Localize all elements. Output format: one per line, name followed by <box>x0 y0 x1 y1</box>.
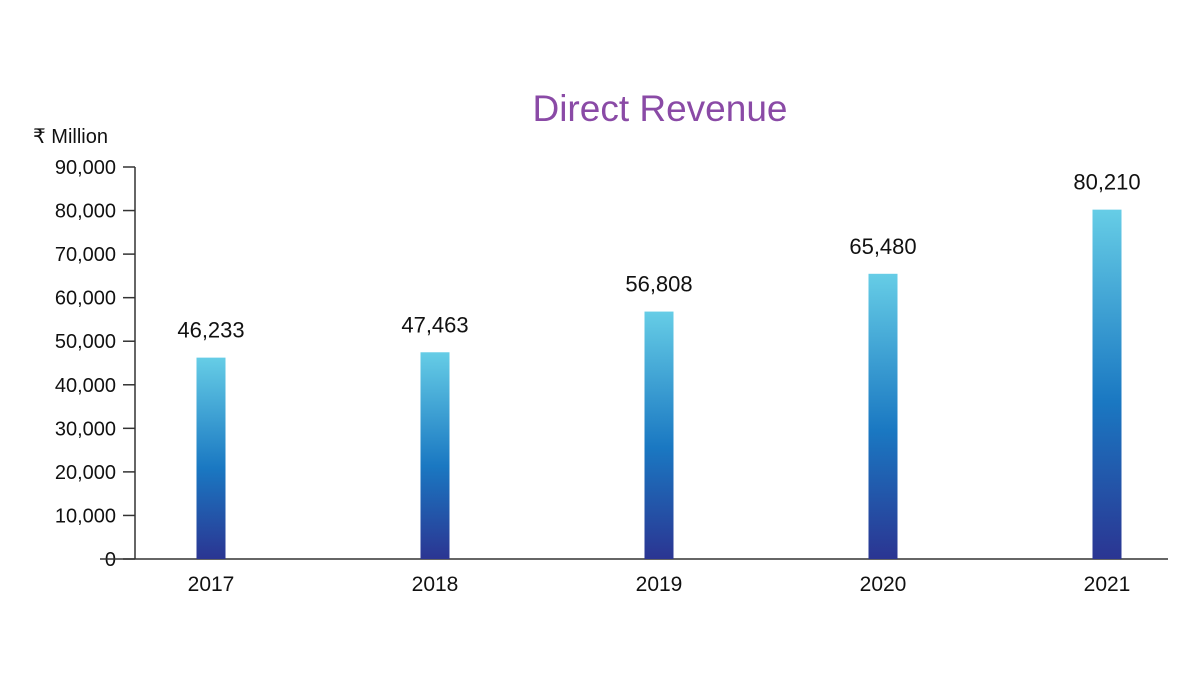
bars: 46,233 47,463 56,808 65,480 80,210 <box>177 170 1141 560</box>
y-tick-label: 90,000 <box>55 157 116 179</box>
x-tick-label: 2018 <box>412 573 459 596</box>
y-tick-label: 30,000 <box>55 418 116 440</box>
x-tick-label: 2020 <box>860 573 907 596</box>
y-tick-label: 70,000 <box>55 244 116 266</box>
bar-2019 <box>644 311 674 559</box>
x-axis: 2017 2018 2019 2020 2021 <box>100 558 1168 596</box>
y-tick-label: 60,000 <box>55 288 116 310</box>
data-label-2020: 65,480 <box>849 234 916 259</box>
bar-2021 <box>1092 209 1122 560</box>
chart-title: Direct Revenue <box>532 88 788 129</box>
y-tick-label: 40,000 <box>55 375 116 397</box>
x-tick-label: 2021 <box>1084 573 1131 596</box>
bar-2020 <box>868 273 898 559</box>
y-tick-label: 10,000 <box>55 505 116 527</box>
x-tick-label: 2017 <box>188 573 235 596</box>
data-label-2018: 47,463 <box>401 312 468 337</box>
x-tick-label: 2019 <box>636 573 683 596</box>
data-label-2021: 80,210 <box>1073 170 1140 195</box>
bar-2018 <box>420 352 450 559</box>
y-axis-unit-label: ₹ Million <box>33 126 108 148</box>
data-label-2019: 56,808 <box>625 272 692 297</box>
bar-2017 <box>196 357 226 559</box>
y-axis: 0 10,000 20,000 30,000 40,000 50,000 60,000 70,… <box>55 157 136 571</box>
y-tick-label: 20,000 <box>55 462 116 484</box>
y-tick-label: 50,000 <box>55 331 116 353</box>
data-label-2017: 46,233 <box>177 318 244 343</box>
y-tick-label: 80,000 <box>55 201 116 223</box>
y-tick-label: 0 <box>105 549 116 571</box>
